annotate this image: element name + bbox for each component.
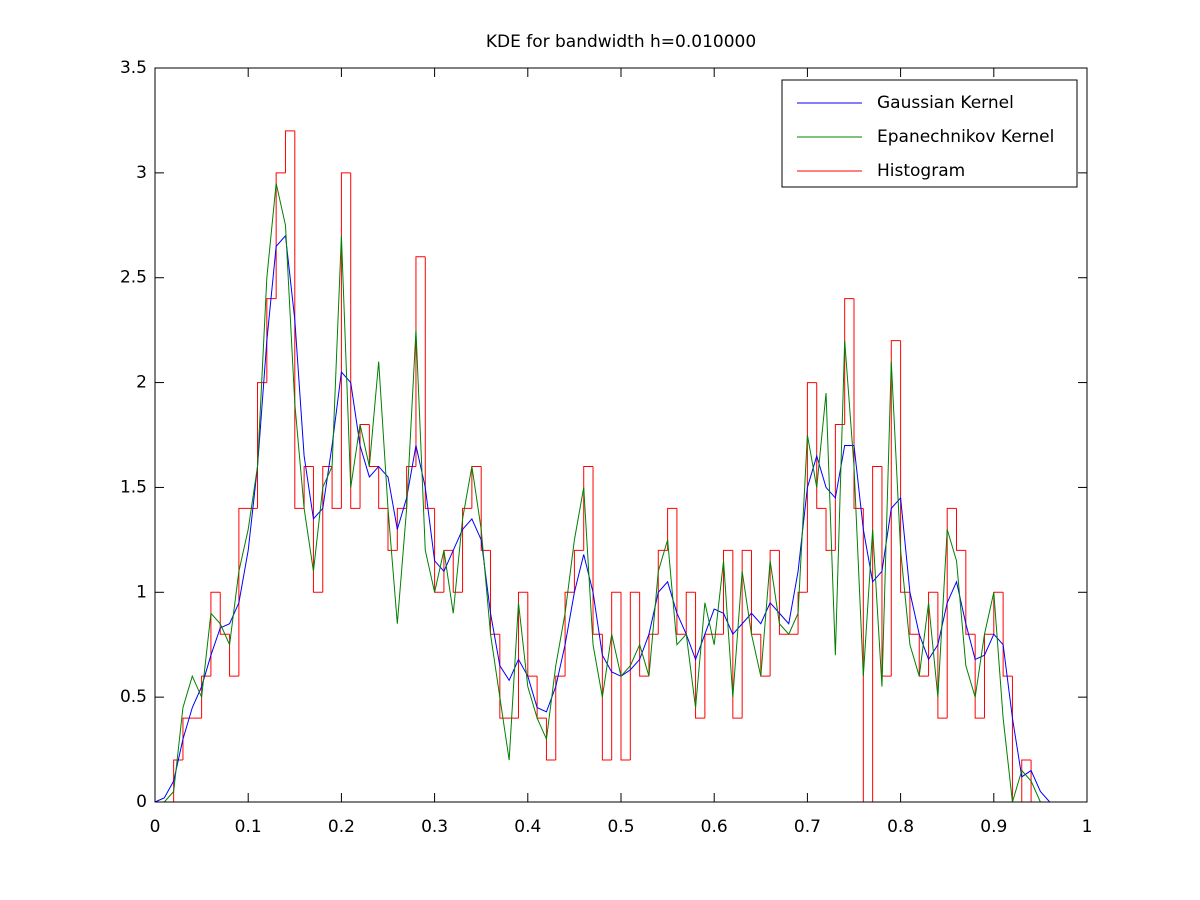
histogram-bin [723, 549, 733, 635]
x-tick-label: 0.3 [421, 817, 448, 837]
histogram-bin [844, 298, 854, 425]
histogram-bin [872, 465, 882, 802]
histogram-bin [238, 507, 249, 677]
histogram-bin [219, 592, 230, 635]
histogram-bin [564, 591, 575, 677]
histogram-bin [415, 256, 426, 467]
histogram-bin [275, 172, 286, 299]
histogram-bin [331, 466, 342, 509]
histogram-bin [974, 634, 985, 719]
y-tick-label: 0.5 [120, 687, 147, 707]
histogram-bin [797, 591, 808, 635]
histogram-bin [387, 508, 398, 551]
y-tick-label: 3.5 [120, 58, 147, 78]
histogram-bin [956, 508, 966, 551]
x-tick-label: 1 [1082, 817, 1093, 837]
histogram-bin [629, 591, 640, 761]
y-tick-label: 1.5 [120, 477, 147, 497]
histogram-bin [732, 550, 743, 719]
histogram-bin [741, 549, 752, 719]
histogram-bin [946, 507, 957, 719]
x-tick-label: 0.5 [607, 817, 634, 837]
y-tick-label: 1 [136, 582, 147, 602]
histogram-bin [853, 298, 864, 509]
histogram-bin [350, 172, 361, 509]
histogram-bin [312, 466, 323, 593]
x-tick-label: 0.6 [701, 817, 728, 837]
y-tick-label: 2 [136, 373, 147, 393]
histogram-bin [900, 340, 910, 593]
histogram-bin [601, 634, 612, 761]
histogram-bin [517, 591, 528, 719]
histogram-bin [545, 718, 556, 761]
histogram-bin [1021, 759, 1032, 802]
histogram-bin [611, 591, 621, 761]
histogram-bin [424, 256, 435, 509]
histogram-bin [499, 634, 510, 719]
histogram-bin [1002, 592, 1013, 677]
histogram-bin [816, 382, 827, 509]
histogram-bin [834, 424, 845, 551]
legend-box [781, 79, 1078, 188]
histogram-bin [937, 592, 948, 719]
histogram-bin [639, 592, 649, 677]
x-tick-label: 0.8 [887, 817, 914, 837]
histogram-bin [303, 465, 314, 509]
histogram-bin [890, 340, 901, 677]
histogram-bin [452, 550, 463, 593]
histogram-bin [667, 507, 677, 551]
y-tick-label: 0 [136, 792, 147, 812]
histogram-bin [201, 675, 211, 719]
histogram-bin [294, 130, 305, 509]
histogram-bin [778, 550, 789, 635]
histogram-bin [378, 466, 388, 509]
kde-line [155, 183, 1087, 803]
histogram-bin [676, 508, 687, 635]
histogram-bin [928, 591, 938, 677]
histogram-bin [340, 172, 351, 509]
legend-label: Gaussian Kernel [877, 93, 1014, 113]
histogram-bin [806, 382, 817, 593]
histogram-bin [229, 634, 239, 677]
histogram-bin [695, 592, 705, 719]
histogram-bin [620, 592, 631, 761]
x-tick-label: 0.1 [235, 817, 262, 837]
x-tick-label: 0.7 [794, 817, 821, 837]
x-tick-label: 0 [150, 817, 161, 837]
legend-label: Histogram [877, 161, 965, 181]
y-tick-label: 2.5 [120, 268, 147, 288]
histogram-bin [210, 591, 221, 677]
histogram-bin [266, 298, 277, 383]
histogram-bin [462, 507, 472, 593]
histogram-bin [284, 130, 295, 173]
chart-title: KDE for bandwidth h=0.010000 [486, 32, 756, 52]
x-tick-label: 0.2 [328, 817, 355, 837]
histogram-bin [909, 592, 920, 635]
histogram-bin [685, 591, 696, 635]
histogram-bin [769, 549, 780, 677]
histogram-bin [480, 466, 491, 551]
histogram-bin [965, 550, 976, 635]
histogram-bin [555, 675, 566, 761]
x-tick-label: 0.4 [514, 817, 541, 837]
x-tick-label: 0.9 [980, 817, 1007, 837]
legend-label: Epanechnikov Kernel [877, 127, 1054, 147]
histogram-bin [406, 465, 416, 509]
histogram-bin [573, 549, 584, 593]
histogram-bin [825, 508, 836, 551]
histogram-bin [583, 465, 594, 551]
y-tick-label: 3 [136, 163, 147, 183]
